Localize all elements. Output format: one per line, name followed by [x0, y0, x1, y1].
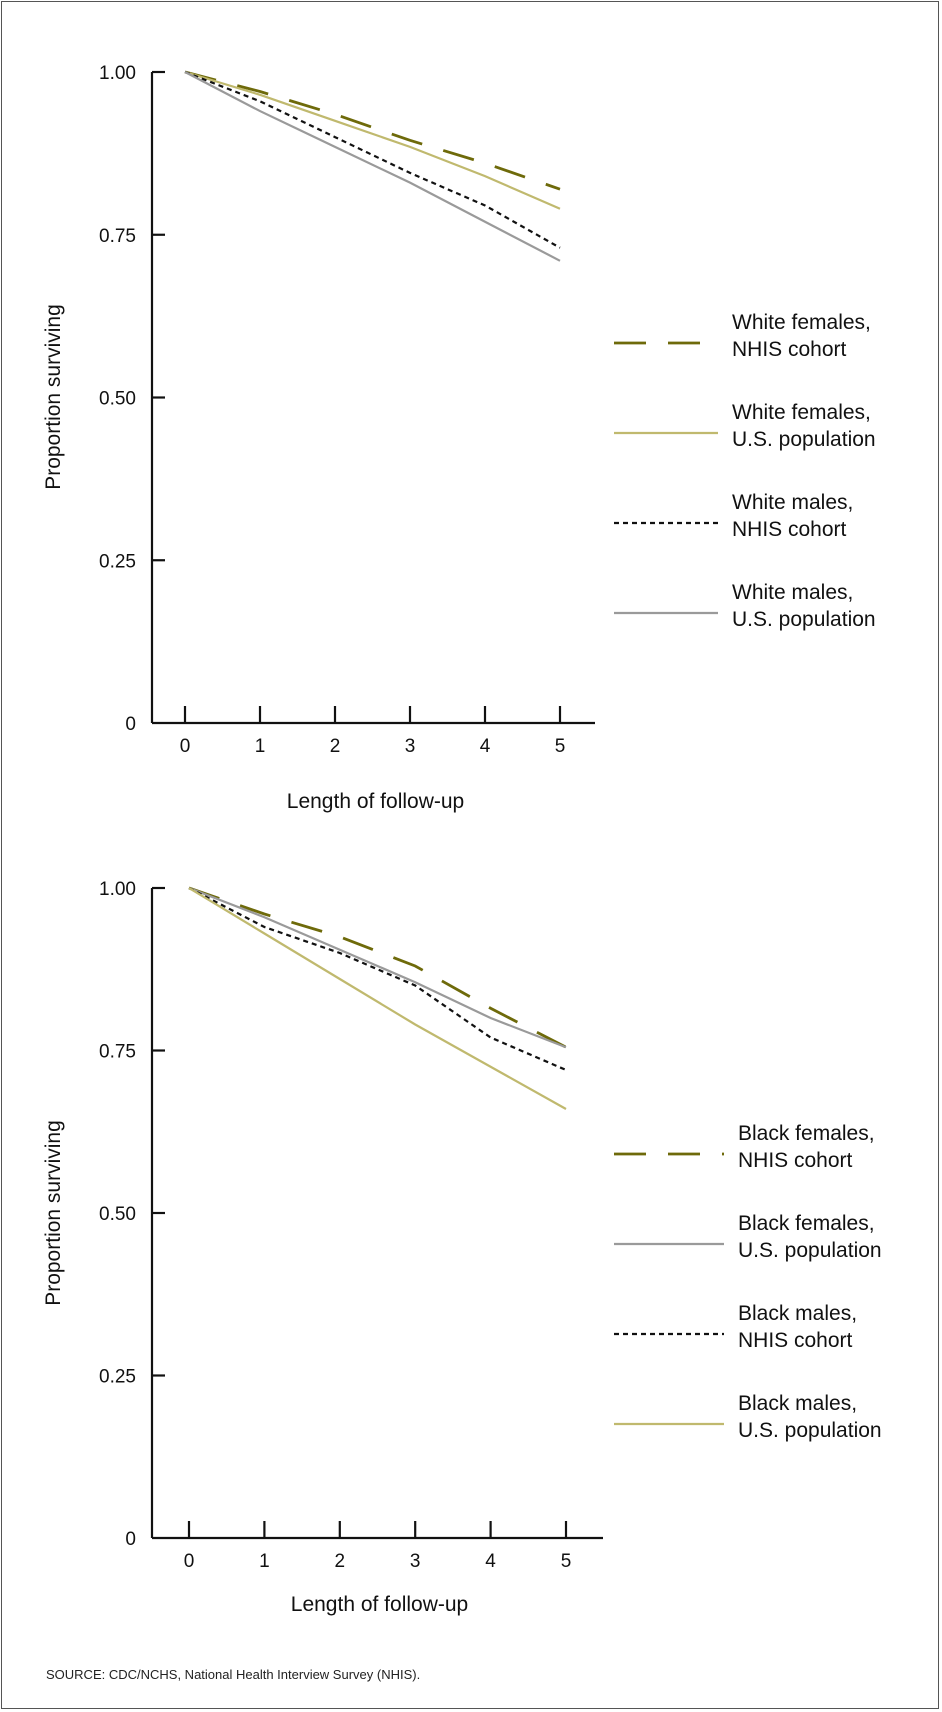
y-axis-title: Proportion surviving [42, 1120, 65, 1306]
legend-label: Black males, [738, 1302, 857, 1325]
x-tick-label: 2 [335, 1551, 346, 1572]
series-line [184, 70, 561, 210]
x-tick-label: 0 [180, 736, 191, 757]
legend-label: U.S. population [738, 1419, 882, 1442]
legend-label: NHIS cohort [738, 1329, 853, 1352]
series-line [188, 886, 567, 1049]
x-tick-label: 1 [259, 1551, 270, 1572]
x-tick-label: 3 [410, 1551, 421, 1572]
series-line [184, 70, 561, 249]
legend-label: NHIS cohort [732, 338, 847, 361]
x-tick-label: 4 [480, 736, 491, 757]
legend-label: Black females, [738, 1122, 875, 1145]
legend-label: White females, [732, 311, 871, 334]
series-line [188, 887, 567, 1072]
y-tick-label: 0 [125, 1529, 136, 1550]
legend-label: Black females, [738, 1212, 875, 1235]
legend-label: Black males, [738, 1392, 857, 1415]
series-line [184, 70, 561, 191]
x-axis-title: Length of follow-up [291, 1593, 468, 1616]
y-tick-label: 0.25 [99, 1367, 136, 1388]
legend-label: U.S. population [732, 608, 876, 631]
x-tick-label: 4 [485, 1551, 496, 1572]
y-tick-label: 0.25 [99, 551, 136, 572]
y-tick-label: 0.50 [99, 389, 136, 410]
x-tick-label: 3 [405, 736, 416, 757]
source-note: SOURCE: CDC/NCHS, National Health Interv… [46, 1667, 421, 1682]
y-tick-label: 0.75 [99, 226, 136, 247]
y-axis-title: Proportion surviving [42, 304, 65, 490]
legend-label: White females, [732, 401, 871, 424]
x-axis-title: Length of follow-up [287, 790, 464, 813]
x-tick-label: 2 [330, 736, 341, 757]
y-tick-label: 0.50 [99, 1204, 136, 1225]
x-tick-label: 0 [184, 1551, 195, 1572]
legend-label: NHIS cohort [738, 1149, 853, 1172]
x-tick-label: 5 [561, 1551, 572, 1572]
legend-label: U.S. population [732, 428, 876, 451]
y-tick-label: 1.00 [99, 879, 136, 900]
y-tick-label: 0.75 [99, 1042, 136, 1063]
series-line [188, 887, 567, 1110]
legend-label: NHIS cohort [732, 518, 847, 541]
legend-label: U.S. population [738, 1239, 882, 1262]
legend-label: White males, [732, 491, 853, 514]
series-line [184, 71, 561, 262]
y-tick-label: 0 [125, 714, 136, 735]
series-line [188, 886, 567, 1049]
y-tick-label: 1.00 [99, 63, 136, 84]
legend-label: White males, [732, 581, 853, 604]
x-tick-label: 5 [555, 736, 566, 757]
x-tick-label: 1 [255, 736, 266, 757]
